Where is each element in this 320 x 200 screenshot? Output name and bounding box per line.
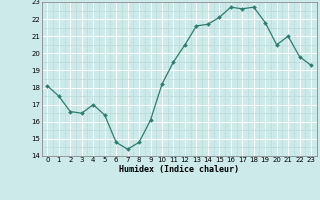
X-axis label: Humidex (Indice chaleur): Humidex (Indice chaleur)	[119, 165, 239, 174]
